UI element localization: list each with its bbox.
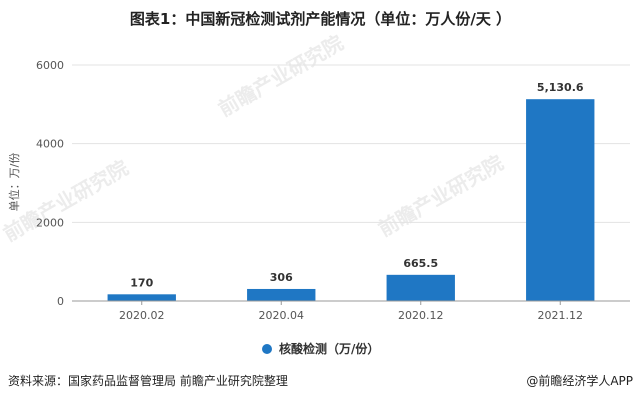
x-tick-label: 2020.12 [398, 309, 444, 322]
x-tick-label: 2020.02 [119, 309, 165, 322]
source-note: 资料来源：国家药品监督管理局 前瞻产业研究院整理 [8, 374, 288, 388]
bar [526, 99, 595, 301]
bar [247, 288, 316, 301]
brand-credit: @前瞻经济学人APP [526, 374, 633, 388]
bar-value-label: 5,130.6 [537, 81, 584, 94]
x-tick-label: 2021.12 [538, 309, 584, 322]
bar-value-label: 306 [270, 271, 293, 284]
x-tick-label: 2020.04 [259, 309, 305, 322]
y-axis-title: 单位：万/份 [7, 153, 21, 212]
chart-title: 图表1：中国新冠检测试剂产能情况（单位：万人份/天 ） [129, 10, 512, 28]
y-tick-label: 0 [57, 295, 64, 308]
bar-value-label: 665.5 [403, 257, 438, 270]
y-tick-label: 2000 [36, 216, 64, 229]
y-tick-label: 4000 [36, 138, 64, 151]
bar [107, 294, 176, 301]
legend-swatch [262, 344, 272, 354]
x-axis-ticks: 2020.02 2020.04 2020.12 2021.12 [119, 301, 583, 322]
bars: 170 306 665.5 5,130.6 [107, 81, 595, 301]
bar [386, 274, 455, 301]
legend-label: 核酸检测（万/份） [279, 341, 379, 356]
legend: 核酸检测（万/份） [262, 341, 379, 356]
y-tick-label: 6000 [36, 59, 64, 72]
y-axis-ticks: 0 2000 4000 6000 [36, 59, 64, 308]
bar-value-label: 170 [130, 276, 153, 289]
